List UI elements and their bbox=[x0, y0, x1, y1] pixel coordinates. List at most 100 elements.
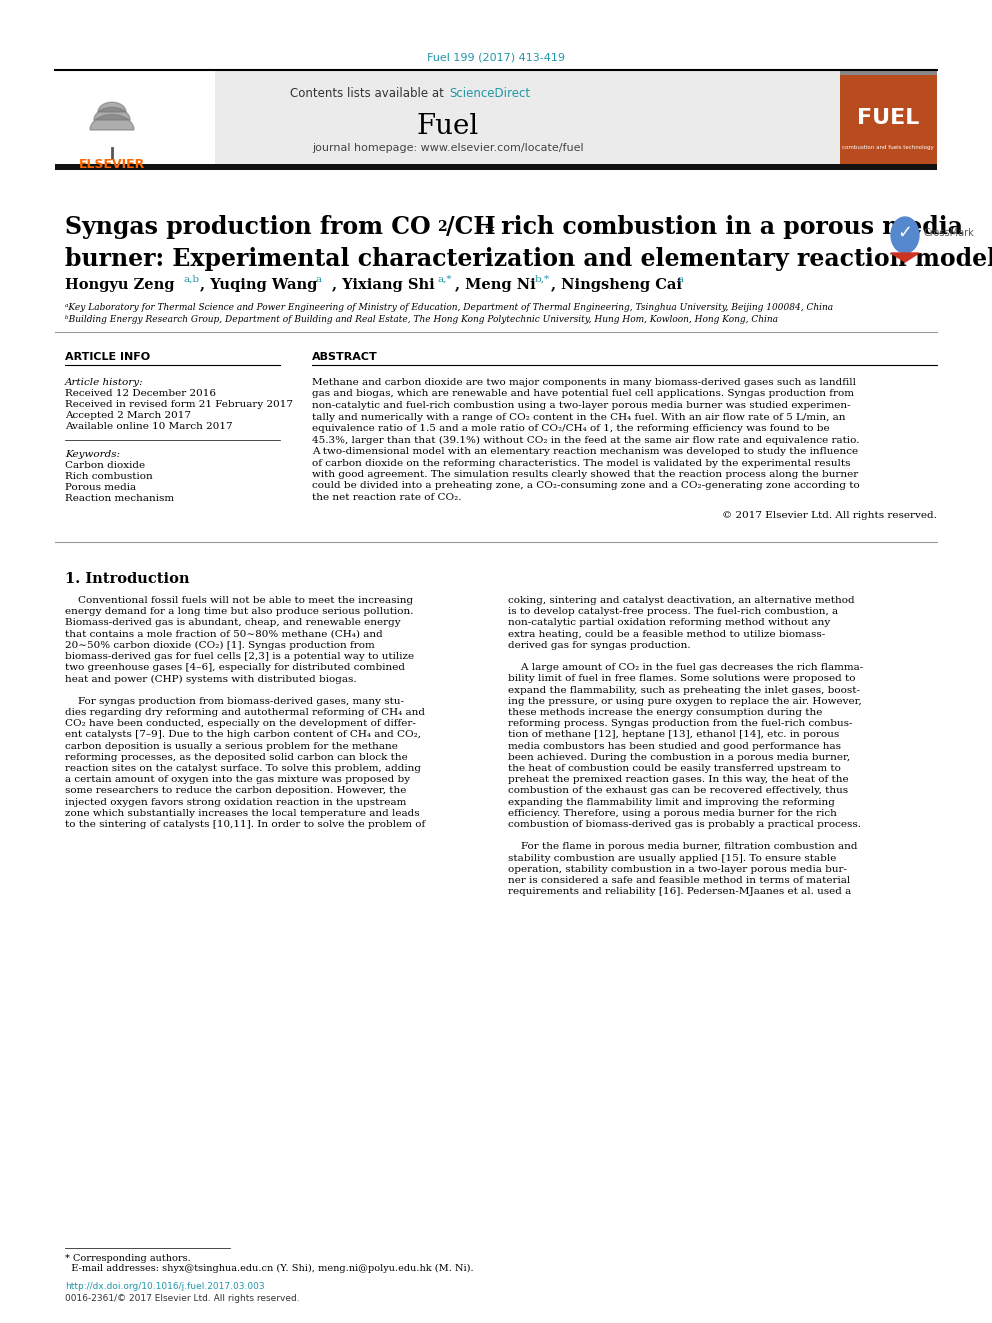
Text: ner is considered a safe and feasible method in terms of material: ner is considered a safe and feasible me… bbox=[508, 876, 850, 885]
Text: FUEL: FUEL bbox=[857, 108, 920, 128]
Text: carbon deposition is usually a serious problem for the methane: carbon deposition is usually a serious p… bbox=[65, 742, 398, 750]
Text: heat and power (CHP) systems with distributed biogas.: heat and power (CHP) systems with distri… bbox=[65, 675, 357, 684]
Polygon shape bbox=[90, 115, 134, 130]
Text: ᵃKey Laboratory for Thermal Science and Power Engineering of Ministry of Educati: ᵃKey Laboratory for Thermal Science and … bbox=[65, 303, 833, 312]
Text: Available online 10 March 2017: Available online 10 March 2017 bbox=[65, 422, 233, 431]
Text: journal homepage: www.elsevier.com/locate/fuel: journal homepage: www.elsevier.com/locat… bbox=[312, 143, 584, 153]
Text: media combustors has been studied and good performance has: media combustors has been studied and go… bbox=[508, 742, 841, 750]
Text: non-catalytic partial oxidation reforming method without any: non-catalytic partial oxidation reformin… bbox=[508, 618, 830, 627]
Text: Fuel: Fuel bbox=[417, 112, 479, 140]
Text: Porous media: Porous media bbox=[65, 483, 136, 492]
Bar bbox=[840, 70, 937, 75]
Bar bbox=[55, 70, 215, 165]
Text: a: a bbox=[678, 275, 684, 284]
Text: ing the pressure, or using pure oxygen to replace the air. However,: ing the pressure, or using pure oxygen t… bbox=[508, 697, 862, 705]
Text: the net reaction rate of CO₂.: the net reaction rate of CO₂. bbox=[312, 493, 461, 501]
Text: biomass-derived gas for fuel cells [2,3] is a potential way to utilize: biomass-derived gas for fuel cells [2,3]… bbox=[65, 652, 414, 662]
Text: efficiency. Therefore, using a porous media burner for the rich: efficiency. Therefore, using a porous me… bbox=[508, 808, 837, 818]
Text: For syngas production from biomass-derived gases, many stu-: For syngas production from biomass-deriv… bbox=[65, 697, 404, 705]
Text: two greenhouse gases [4–6], especially for distributed combined: two greenhouse gases [4–6], especially f… bbox=[65, 663, 405, 672]
Text: bility limit of fuel in free flames. Some solutions were proposed to: bility limit of fuel in free flames. Som… bbox=[508, 675, 855, 684]
Text: 20∼50% carbon dioxide (CO₂) [1]. Syngas production from: 20∼50% carbon dioxide (CO₂) [1]. Syngas … bbox=[65, 640, 375, 650]
Text: some researchers to reduce the carbon deposition. However, the: some researchers to reduce the carbon de… bbox=[65, 786, 407, 795]
Polygon shape bbox=[98, 102, 126, 112]
Text: © 2017 Elsevier Ltd. All rights reserved.: © 2017 Elsevier Ltd. All rights reserved… bbox=[722, 511, 937, 520]
Polygon shape bbox=[891, 253, 919, 262]
Text: Keywords:: Keywords: bbox=[65, 450, 120, 459]
Text: derived gas for syngas production.: derived gas for syngas production. bbox=[508, 640, 690, 650]
Text: injected oxygen favors strong oxidation reaction in the upstream: injected oxygen favors strong oxidation … bbox=[65, 798, 407, 807]
Text: Accepted 2 March 2017: Accepted 2 March 2017 bbox=[65, 411, 191, 419]
Text: , Meng Ni: , Meng Ni bbox=[455, 278, 536, 292]
Text: equivalence ratio of 1.5 and a mole ratio of CO₂/CH₄ of 1, the reforming efficie: equivalence ratio of 1.5 and a mole rati… bbox=[312, 423, 829, 433]
Text: CO₂ have been conducted, especially on the development of differ-: CO₂ have been conducted, especially on t… bbox=[65, 720, 416, 728]
Text: requirements and reliability [16]. Pedersen-MJaanes et al. used a: requirements and reliability [16]. Peder… bbox=[508, 888, 851, 896]
Text: Fuel 199 (2017) 413-419: Fuel 199 (2017) 413-419 bbox=[427, 52, 565, 62]
Text: 0016-2361/© 2017 Elsevier Ltd. All rights reserved.: 0016-2361/© 2017 Elsevier Ltd. All right… bbox=[65, 1294, 300, 1303]
Text: combustion and fuels technology: combustion and fuels technology bbox=[842, 146, 933, 149]
Text: Carbon dioxide: Carbon dioxide bbox=[65, 460, 145, 470]
Text: a,*: a,* bbox=[438, 275, 452, 284]
Text: 2: 2 bbox=[437, 220, 446, 234]
Text: , Yixiang Shi: , Yixiang Shi bbox=[332, 278, 434, 292]
Text: ABSTRACT: ABSTRACT bbox=[312, 352, 378, 363]
Bar bbox=[55, 70, 840, 165]
Text: A two-dimensional model with an elementary reaction mechanism was developed to s: A two-dimensional model with an elementa… bbox=[312, 447, 858, 456]
Bar bbox=[55, 164, 937, 169]
Text: stability combustion are usually applied [15]. To ensure stable: stability combustion are usually applied… bbox=[508, 853, 836, 863]
Text: Syngas production from CO: Syngas production from CO bbox=[65, 216, 431, 239]
Text: preheat the premixed reaction gases. In this way, the heat of the: preheat the premixed reaction gases. In … bbox=[508, 775, 848, 785]
Text: b,*: b,* bbox=[535, 275, 551, 284]
Text: combustion of biomass-derived gas is probably a practical process.: combustion of biomass-derived gas is pro… bbox=[508, 820, 861, 830]
Text: tally and numerically with a range of CO₂ content in the CH₄ fuel. With an air f: tally and numerically with a range of CO… bbox=[312, 413, 845, 422]
Text: a,b: a,b bbox=[184, 275, 200, 284]
Text: Hongyu Zeng: Hongyu Zeng bbox=[65, 278, 175, 292]
Text: that contains a mole fraction of 50∼80% methane (CH₄) and: that contains a mole fraction of 50∼80% … bbox=[65, 630, 383, 639]
Text: Methane and carbon dioxide are two major components in many biomass-derived gase: Methane and carbon dioxide are two major… bbox=[312, 378, 856, 388]
Text: Conventional fossil fuels will not be able to meet the increasing: Conventional fossil fuels will not be ab… bbox=[65, 595, 413, 605]
Text: operation, stability combustion in a two-layer porous media bur-: operation, stability combustion in a two… bbox=[508, 865, 847, 873]
Text: burner: Experimental characterization and elementary reaction model: burner: Experimental characterization an… bbox=[65, 247, 992, 271]
Text: Biomass-derived gas is abundant, cheap, and renewable energy: Biomass-derived gas is abundant, cheap, … bbox=[65, 618, 401, 627]
Text: non-catalytic and fuel-rich combustion using a two-layer porous media burner was: non-catalytic and fuel-rich combustion u… bbox=[312, 401, 850, 410]
Text: the heat of combustion could be easily transferred upstream to: the heat of combustion could be easily t… bbox=[508, 763, 841, 773]
Text: ScienceDirect: ScienceDirect bbox=[449, 87, 530, 101]
Text: of carbon dioxide on the reforming characteristics. The model is validated by th: of carbon dioxide on the reforming chara… bbox=[312, 459, 850, 467]
Text: * Corresponding authors.: * Corresponding authors. bbox=[65, 1254, 190, 1263]
Text: reforming processes, as the deposited solid carbon can block the: reforming processes, as the deposited so… bbox=[65, 753, 408, 762]
Text: coking, sintering and catalyst deactivation, an alternative method: coking, sintering and catalyst deactivat… bbox=[508, 595, 855, 605]
Text: Contents lists available at: Contents lists available at bbox=[291, 87, 448, 101]
Text: ARTICLE INFO: ARTICLE INFO bbox=[65, 352, 150, 363]
Text: ᵇBuilding Energy Research Group, Department of Building and Real Estate, The Hon: ᵇBuilding Energy Research Group, Departm… bbox=[65, 315, 778, 324]
Text: CrossMark: CrossMark bbox=[924, 228, 975, 238]
Text: Rich combustion: Rich combustion bbox=[65, 472, 153, 482]
Text: Received 12 December 2016: Received 12 December 2016 bbox=[65, 389, 216, 398]
Text: is to develop catalyst-free process. The fuel-rich combustion, a: is to develop catalyst-free process. The… bbox=[508, 607, 838, 617]
Text: ent catalysts [7–9]. Due to the high carbon content of CH₄ and CO₂,: ent catalysts [7–9]. Due to the high car… bbox=[65, 730, 421, 740]
Text: rich combustion in a porous media: rich combustion in a porous media bbox=[493, 216, 963, 239]
Text: A large amount of CO₂ in the fuel gas decreases the rich flamma-: A large amount of CO₂ in the fuel gas de… bbox=[508, 663, 863, 672]
Text: , Yuqing Wang: , Yuqing Wang bbox=[200, 278, 317, 292]
Text: expanding the flammability limit and improving the reforming: expanding the flammability limit and imp… bbox=[508, 798, 835, 807]
Ellipse shape bbox=[891, 217, 919, 253]
Text: http://dx.doi.org/10.1016/j.fuel.2017.03.003: http://dx.doi.org/10.1016/j.fuel.2017.03… bbox=[65, 1282, 265, 1291]
Bar bbox=[840, 70, 937, 165]
Text: zone which substantially increases the local temperature and leads: zone which substantially increases the l… bbox=[65, 808, 420, 818]
Text: reforming process. Syngas production from the fuel-rich combus-: reforming process. Syngas production fro… bbox=[508, 720, 852, 728]
Text: combustion of the exhaust gas can be recovered effectively, thus: combustion of the exhaust gas can be rec… bbox=[508, 786, 848, 795]
Text: these methods increase the energy consumption during the: these methods increase the energy consum… bbox=[508, 708, 822, 717]
Text: expand the flammability, such as preheating the inlet gases, boost-: expand the flammability, such as preheat… bbox=[508, 685, 860, 695]
Text: Article history:: Article history: bbox=[65, 378, 144, 388]
Text: E-mail addresses: shyx@tsinghua.edu.cn (Y. Shi), meng.ni@polyu.edu.hk (M. Ni).: E-mail addresses: shyx@tsinghua.edu.cn (… bbox=[65, 1263, 473, 1273]
Text: Reaction mechanism: Reaction mechanism bbox=[65, 493, 175, 503]
Text: extra heating, could be a feasible method to utilize biomass-: extra heating, could be a feasible metho… bbox=[508, 630, 825, 639]
Text: For the flame in porous media burner, filtration combustion and: For the flame in porous media burner, fi… bbox=[508, 843, 857, 852]
Text: ELSEVIER: ELSEVIER bbox=[79, 157, 145, 171]
Text: to the sintering of catalysts [10,11]. In order to solve the problem of: to the sintering of catalysts [10,11]. I… bbox=[65, 820, 426, 830]
Text: dies regarding dry reforming and autothermal reforming of CH₄ and: dies regarding dry reforming and autothe… bbox=[65, 708, 425, 717]
Text: gas and biogas, which are renewable and have potential fuel cell applications. S: gas and biogas, which are renewable and … bbox=[312, 389, 854, 398]
Text: 4: 4 bbox=[484, 220, 494, 234]
Text: 1. Introduction: 1. Introduction bbox=[65, 572, 189, 586]
Text: /CH: /CH bbox=[446, 216, 496, 239]
Text: a certain amount of oxygen into the gas mixture was proposed by: a certain amount of oxygen into the gas … bbox=[65, 775, 410, 785]
